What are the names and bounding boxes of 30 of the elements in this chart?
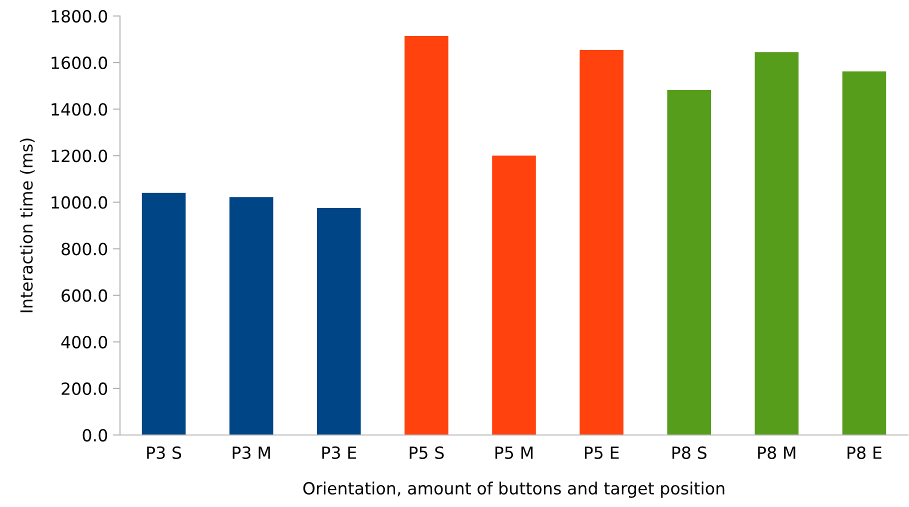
x-tick-label: P8 E <box>848 446 882 460</box>
y-tick-label: 600.0 <box>62 289 108 302</box>
bar <box>317 208 361 435</box>
bar <box>580 50 624 435</box>
y-tick-label: 400.0 <box>61 336 108 348</box>
y-tick-label: 1600.0 <box>52 56 108 70</box>
bar <box>667 90 711 435</box>
y-tick-label: 1400.0 <box>52 103 108 116</box>
bar <box>842 71 886 435</box>
y-tick-label: 0.0 <box>82 428 108 442</box>
x-tick-label: P8 S <box>672 446 706 460</box>
y-tick-label: 1800.0 <box>52 10 108 23</box>
y-tick-label: 1200.0 <box>52 150 108 162</box>
x-tick-label: P3 M <box>232 446 270 460</box>
bar <box>142 192 186 435</box>
bar <box>229 197 274 435</box>
x-tick-label: P5 S <box>410 446 444 460</box>
bar <box>492 156 536 435</box>
x-tick-label: P3 S <box>147 446 182 460</box>
x-tick-label: P5 E <box>584 446 619 460</box>
x-tick-label: P3 E <box>322 446 356 460</box>
y-tick-label: 800.0 <box>62 242 108 256</box>
y-tick-label: 200.0 <box>62 382 108 396</box>
bar <box>404 36 448 435</box>
x-axis-title: Orientation, amount of buttons and target position <box>303 482 724 498</box>
bar <box>754 52 799 435</box>
y-tick-label: 1000.0 <box>52 196 108 209</box>
x-tick-label: P8 M <box>758 446 796 460</box>
y-axis-title: Interaction time (ms) <box>20 138 35 312</box>
x-tick-label: P5 M <box>495 446 533 460</box>
